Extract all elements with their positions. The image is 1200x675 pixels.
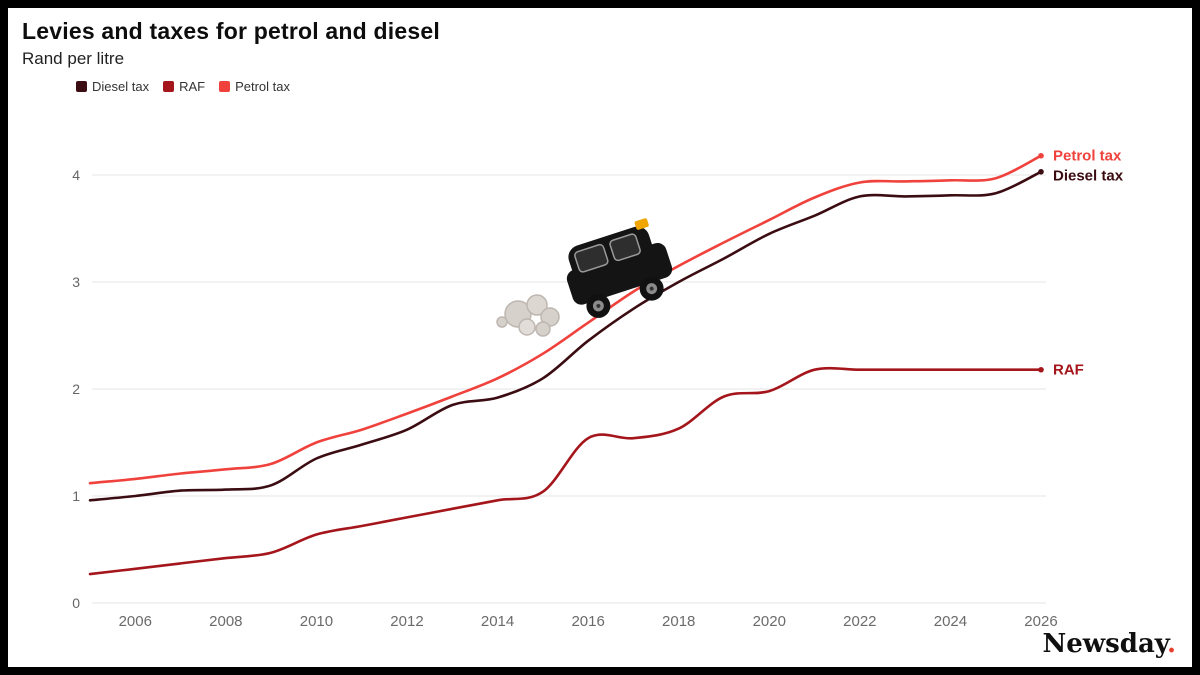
series-end-label-diesel-tax: Diesel tax xyxy=(1053,168,1124,185)
series-line-diesel-tax xyxy=(88,170,1043,502)
legend-label: Petrol tax xyxy=(235,79,290,94)
legend-swatch-icon xyxy=(163,81,175,92)
series-end-dot xyxy=(1038,168,1044,175)
exhaust-smoke-icon xyxy=(496,294,560,337)
y-tick-label: 4 xyxy=(72,167,80,183)
x-tick-label: 2020 xyxy=(753,613,786,630)
series-end-dot xyxy=(1038,366,1044,373)
series-end-dot xyxy=(1038,152,1044,159)
legend-label: RAF xyxy=(179,79,206,94)
series-line-petrol-tax xyxy=(88,154,1043,485)
y-tick-label: 1 xyxy=(72,488,80,504)
series-end-label-petrol-tax: Petrol tax xyxy=(1053,148,1122,165)
legend-swatch-icon xyxy=(76,81,87,92)
legend-item-raf: RAF xyxy=(163,79,205,94)
chart: 0 1 2 3 4 2006 2008 2010 2012 2014 2016 2018 2020 202… xyxy=(72,148,1124,630)
legend-label: Diesel tax xyxy=(92,79,150,94)
chart-header: Levies and taxes for petrol and diesel R… xyxy=(22,18,440,94)
series-end-label-raf: RAF xyxy=(1053,362,1084,379)
legend-item-diesel-tax: Diesel tax xyxy=(76,79,149,94)
x-tick-label: 2024 xyxy=(934,613,967,630)
chart-subtitle: Rand per litre xyxy=(22,49,125,68)
x-tick-label: 2012 xyxy=(390,613,423,630)
x-tick-label: 2018 xyxy=(662,613,695,630)
x-tick-label: 2022 xyxy=(843,613,876,630)
brand-logo: Newsday. xyxy=(1042,629,1176,659)
y-tick-label: 2 xyxy=(72,381,80,397)
legend-item-petrol-tax: Petrol tax xyxy=(219,79,290,94)
page-title: Levies and taxes for petrol and diesel xyxy=(22,18,440,44)
x-tick-label: 2006 xyxy=(119,613,152,630)
brand-dot: . xyxy=(1166,629,1176,659)
x-tick-label: 2026 xyxy=(1024,613,1057,630)
y-tick-label: 0 xyxy=(72,595,80,611)
x-tick-label: 2014 xyxy=(481,613,514,630)
x-tick-label: 2016 xyxy=(571,613,604,630)
x-tick-label: 2010 xyxy=(300,613,333,630)
car-icon xyxy=(566,218,673,318)
legend-swatch-icon xyxy=(219,81,231,92)
car-illustration-layer xyxy=(496,218,673,337)
x-tick-label: 2008 xyxy=(209,613,242,630)
y-tick-label: 3 xyxy=(72,274,80,290)
brand-name: Newsday xyxy=(1042,629,1167,659)
chart-legend: Diesel tax RAF Petrol tax xyxy=(76,79,440,94)
series-line-raf xyxy=(88,366,1043,576)
